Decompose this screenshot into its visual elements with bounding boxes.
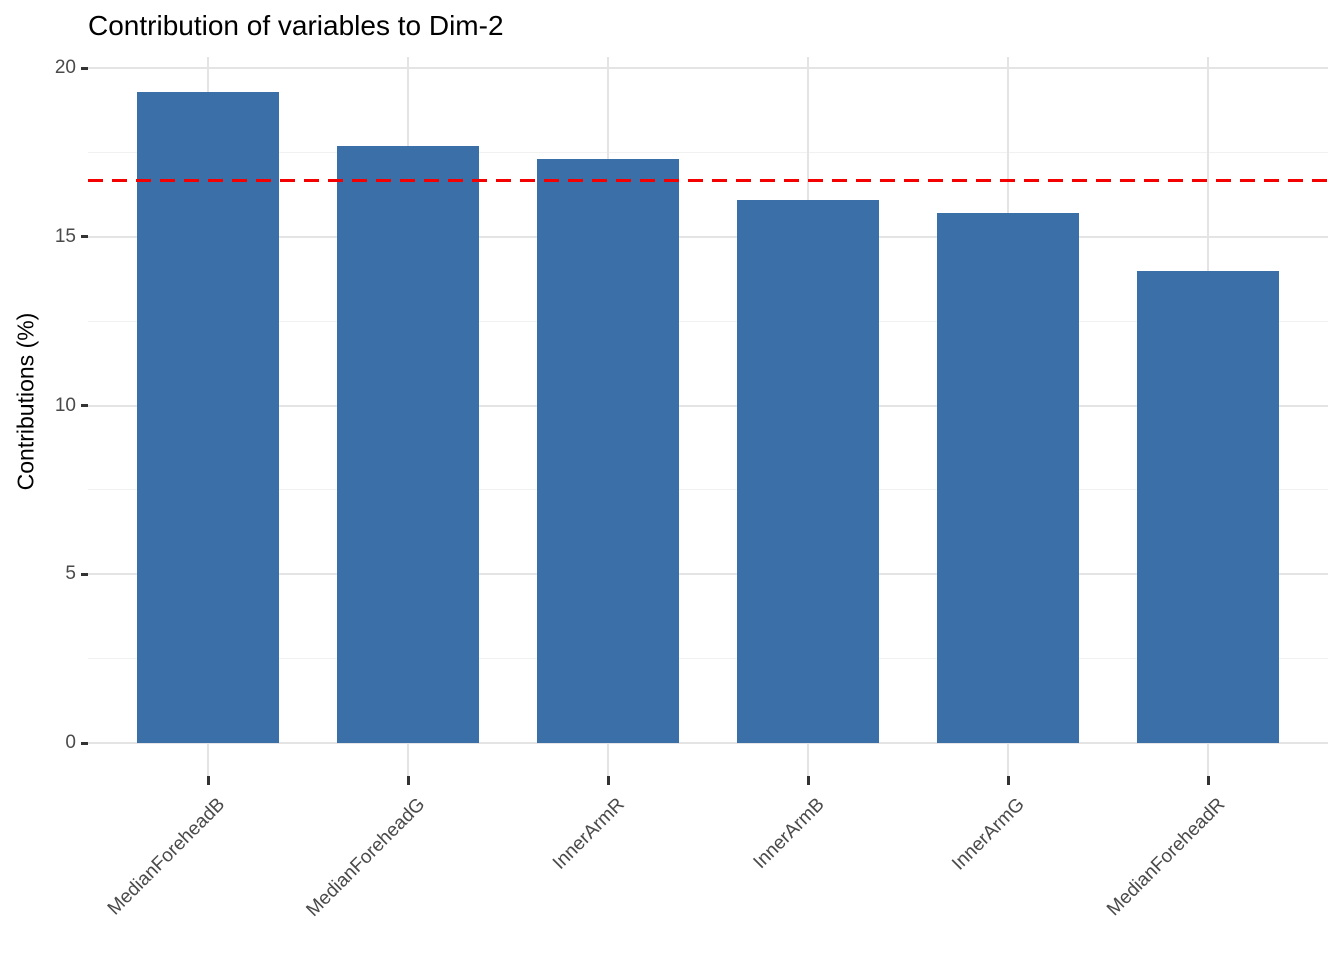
x-axis-tick	[406, 776, 410, 785]
y-axis-tick	[81, 66, 88, 70]
x-tick-label: InnerArmB	[749, 794, 829, 874]
y-tick-label: 10	[54, 394, 76, 416]
reference-line	[88, 179, 1328, 183]
x-tick-label: MedianForeheadB	[103, 794, 229, 920]
bar-InnerArmB	[737, 199, 879, 743]
bar-MedianForeheadG	[337, 145, 479, 743]
x-tick-label: MedianForeheadG	[301, 794, 429, 921]
x-tick-label: MedianForeheadR	[1102, 794, 1229, 921]
gridline-minor-y	[88, 658, 1328, 660]
y-axis-tick	[81, 572, 88, 576]
gridline-major-y	[88, 742, 1328, 744]
gridline-major-y	[88, 404, 1328, 407]
x-tick-label: InnerArmR	[549, 794, 629, 874]
gridline-minor-y	[88, 151, 1328, 153]
chart-title: Contribution of variables to Dim-2	[88, 10, 504, 41]
x-axis-tick	[606, 776, 610, 785]
bar-MedianForeheadB	[137, 91, 279, 743]
x-tick-label: InnerArmG	[948, 794, 1029, 875]
gridline-minor-y	[88, 320, 1328, 322]
bar-InnerArmR	[537, 159, 679, 743]
gridline-major-y	[88, 235, 1328, 238]
y-tick-label: 5	[65, 563, 76, 585]
x-axis-tick	[806, 776, 810, 785]
y-tick-label: 20	[54, 57, 76, 78]
y-axis-tick	[81, 741, 88, 745]
y-axis-tick	[81, 404, 88, 407]
gridline-major-y	[88, 67, 1328, 69]
gridline-minor-y	[88, 489, 1328, 491]
y-tick-label: 15	[54, 225, 76, 247]
x-axis-tick	[206, 776, 210, 785]
y-tick-label: 0	[65, 732, 76, 753]
bar-InnerArmG	[937, 213, 1079, 743]
gridline-major-y	[88, 573, 1328, 576]
x-axis-tick	[1006, 776, 1010, 785]
y-axis-tick	[81, 235, 88, 239]
bar-MedianForeheadR	[1137, 270, 1279, 743]
x-axis-tick	[1206, 776, 1210, 785]
